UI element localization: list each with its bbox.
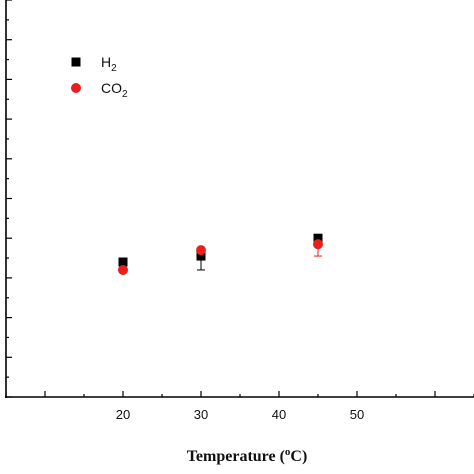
legend-label-h2: H2 bbox=[101, 54, 117, 74]
x-tick-label: 20 bbox=[116, 407, 130, 422]
data-points bbox=[118, 233, 323, 275]
x-axis-label-main: Temperature ( bbox=[187, 448, 285, 465]
x-axis-label: Temperature (oC) bbox=[187, 446, 308, 465]
x-tick-label: 50 bbox=[350, 407, 364, 422]
x-tick-label: 40 bbox=[272, 407, 286, 422]
legend-marker-h2 bbox=[71, 57, 81, 67]
x-tick-label: 30 bbox=[194, 407, 208, 422]
legend-label-main: H bbox=[101, 54, 111, 70]
data-point-h2 bbox=[196, 251, 206, 261]
x-axis-label-unit: C) bbox=[290, 448, 307, 465]
data-point-co2 bbox=[196, 245, 206, 256]
x-axis-ticks: 20 30 40 50 bbox=[5, 391, 474, 422]
legend-label-co2: CO2 bbox=[101, 80, 128, 100]
data-point-co2 bbox=[313, 239, 323, 250]
legend-label-subscript: 2 bbox=[111, 63, 117, 74]
legend-label-main: CO bbox=[101, 80, 122, 96]
data-point-co2 bbox=[118, 264, 128, 275]
legend-label-subscript: 2 bbox=[122, 89, 128, 100]
y-axis-ticks bbox=[6, 0, 12, 398]
data-point-h2 bbox=[313, 233, 323, 243]
data-point-h2 bbox=[118, 257, 128, 267]
legend-marker-co2 bbox=[71, 83, 81, 93]
x-axis-label-degree: o bbox=[285, 446, 291, 458]
